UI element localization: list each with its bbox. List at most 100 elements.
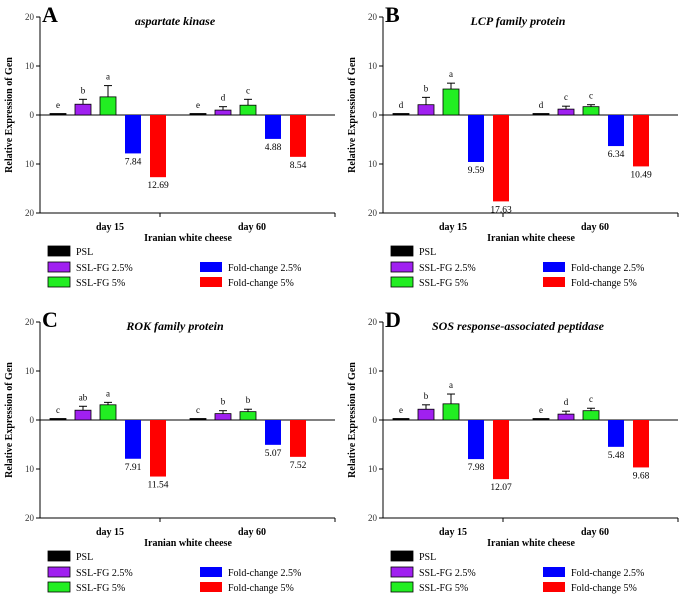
legend-swatch (390, 566, 414, 578)
legend-item-fc-2-5: Fold-change 2.5% (543, 262, 644, 274)
bar-FC25-1 (265, 420, 281, 445)
legend-swatch (47, 581, 71, 593)
legend-label: SSL-FG 2.5% (419, 263, 476, 274)
y-tick-label: 10 (368, 366, 378, 376)
legend-label: PSL (419, 247, 436, 258)
bar-SSL5-1 (239, 104, 257, 116)
significance-letter: a (449, 69, 453, 79)
legend-label: Fold-change 5% (571, 278, 637, 289)
legend-swatch (47, 550, 71, 562)
y-tick-label: 20 (368, 12, 378, 22)
bar-FC5-0 (150, 115, 166, 178)
bar-SSL5-1 (582, 410, 600, 421)
legend-label: SSL-FG 5% (419, 583, 468, 594)
legend-label: Fold-change 2.5% (228, 568, 301, 579)
legend-swatch (543, 582, 565, 592)
legend-label: Fold-change 2.5% (571, 568, 644, 579)
chart-title: LCP family protein (470, 14, 566, 28)
bar-FC5-1 (633, 420, 649, 468)
significance-letter: d (399, 100, 404, 110)
chart-title: SOS response-associated peptidase (432, 319, 605, 333)
bar-PSL-0 (392, 418, 410, 421)
y-axis-label: Relative Expression of Gen (4, 57, 15, 173)
data-label: 5.07 (265, 449, 282, 459)
legend-label: Fold-change 2.5% (571, 263, 644, 274)
bar-SSL5-0 (442, 88, 460, 116)
y-tick-label: 20 (368, 208, 378, 218)
bar-FC5-1 (290, 420, 306, 457)
y-axis-label: Relative Expression of Gen (347, 362, 358, 478)
legend-item-ssl-5: SSL-FG 5% (47, 581, 125, 594)
y-tick-label: 0 (30, 415, 35, 425)
significance-letter: a (106, 72, 110, 82)
legend-swatch (200, 582, 222, 592)
y-axis-label: Relative Expression of Gen (347, 57, 358, 173)
y-tick-label: 20 (25, 208, 35, 218)
category-label: day 15 (96, 527, 124, 538)
chart-title: aspartate kinase (135, 14, 216, 28)
data-label: 7.84 (125, 157, 142, 167)
significance-letter: a (449, 380, 453, 390)
bar-SSL25-0 (74, 103, 92, 116)
y-tick-label: 0 (373, 415, 378, 425)
significance-letter: e (399, 405, 403, 415)
data-label: 7.98 (468, 463, 485, 473)
data-label: 6.34 (608, 150, 625, 160)
data-label: 7.91 (125, 463, 142, 473)
bar-SSL25-1 (557, 108, 575, 116)
significance-letter: d (539, 100, 544, 110)
legend-swatch (47, 261, 71, 273)
significance-letter: d (564, 397, 569, 407)
legend-item-fc-5: Fold-change 5% (200, 277, 294, 289)
significance-letter: ab (79, 392, 88, 402)
bar-PSL-1 (532, 418, 550, 421)
legend-item-fc-2-5: Fold-change 2.5% (543, 567, 644, 579)
bar-PSL-0 (49, 113, 67, 116)
significance-letter: e (196, 100, 200, 110)
bar-FC5-0 (150, 420, 166, 477)
category-label: day 15 (439, 527, 467, 538)
bar-FC5-1 (633, 115, 649, 167)
y-tick-label: 20 (25, 513, 35, 523)
x-axis-label: Iranian white cheese (487, 538, 575, 549)
bar-FC25-0 (468, 420, 484, 460)
y-tick-label: 20 (25, 317, 35, 327)
legend-swatch (390, 276, 414, 288)
y-tick-label: 0 (30, 110, 35, 120)
legend-swatch (390, 261, 414, 273)
bar-SSL25-1 (214, 413, 232, 421)
bar-SSL5-0 (99, 96, 117, 116)
x-axis-label: Iranian white cheese (144, 233, 232, 244)
data-label: 5.48 (608, 451, 625, 461)
bar-SSL25-0 (417, 408, 435, 421)
legend-item-ssl-5: SSL-FG 5% (390, 276, 468, 289)
data-label: 17.63 (490, 205, 512, 215)
category-label: day 60 (581, 527, 609, 538)
legend-label: SSL-FG 5% (419, 278, 468, 289)
y-tick-label: 10 (25, 61, 35, 71)
legend-swatch (200, 277, 222, 287)
category-label: day 15 (439, 222, 467, 233)
panel-C: C ROK family protein 20 10 0 10 20 Relative Exp… (4, 307, 336, 594)
legend-item-fc-5: Fold-change 5% (543, 277, 637, 289)
x-axis-label: Iranian white cheese (144, 538, 232, 549)
data-label: 9.59 (468, 166, 485, 176)
legend-label: SSL-FG 2.5% (76, 263, 133, 274)
panel-letter: A (42, 2, 58, 27)
legend-swatch (47, 566, 71, 578)
bar-SSL25-1 (214, 109, 232, 116)
bar-FC25-1 (265, 115, 281, 139)
legend-item-fc-2-5: Fold-change 2.5% (200, 567, 301, 579)
significance-letter: b (424, 391, 429, 401)
legend-item-fc-5: Fold-change 5% (200, 582, 294, 594)
legend-label: Fold-change 2.5% (228, 263, 301, 274)
y-tick-label: 20 (25, 12, 35, 22)
data-label: 7.52 (290, 461, 307, 471)
y-axis-label: Relative Expression of Gen (4, 362, 15, 478)
legend-swatch (543, 262, 565, 272)
bar-FC25-0 (125, 115, 141, 154)
panel-B: B LCP family protein 20 10 0 10 20 Relative Exp… (347, 2, 679, 289)
bar-FC5-0 (493, 115, 509, 202)
legend-label: SSL-FG 2.5% (76, 568, 133, 579)
